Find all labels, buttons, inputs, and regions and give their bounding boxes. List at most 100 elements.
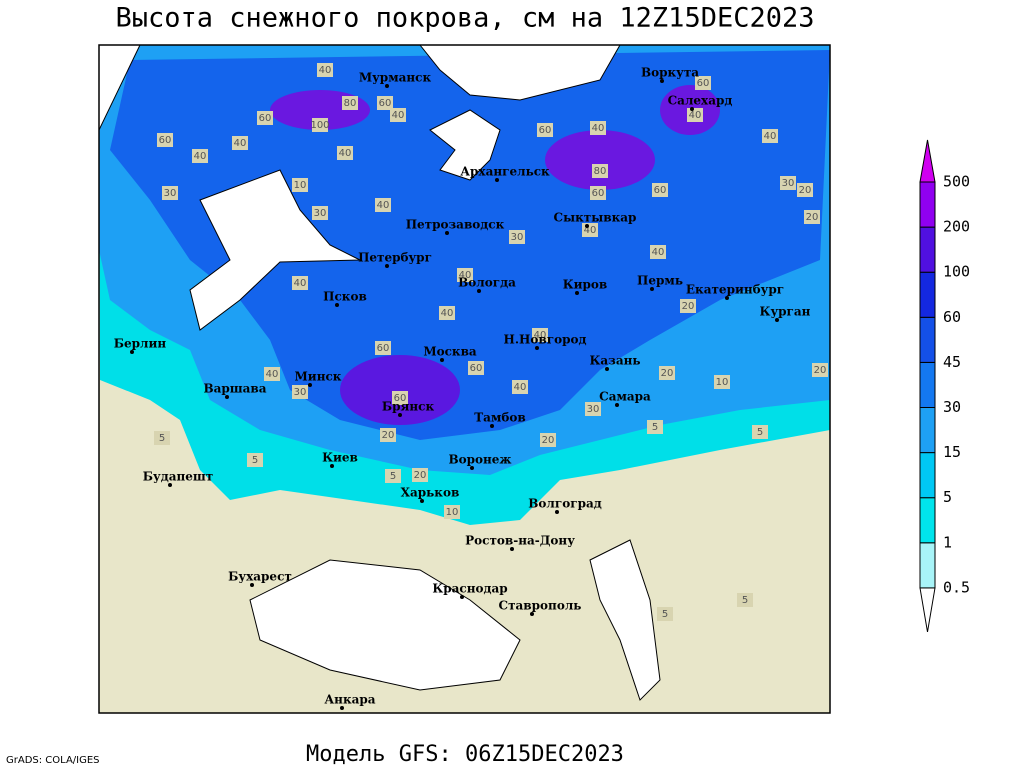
- contour-label-bg: [192, 149, 208, 163]
- contour-label: 30: [511, 232, 524, 243]
- contour-label-bg: [652, 183, 668, 197]
- contour-label: 80: [594, 166, 607, 177]
- contour-label: 40: [592, 123, 605, 134]
- contour-label: 10: [716, 377, 729, 388]
- city-label: Москва: [423, 345, 477, 359]
- city-label: Воронеж: [448, 453, 511, 467]
- contour-label: 40: [764, 131, 777, 142]
- contour-label: 20: [382, 430, 395, 441]
- contour-label: 30: [314, 208, 327, 219]
- contour-label-bg: [162, 186, 178, 200]
- contour-label-bg: [804, 210, 820, 224]
- contour-label-bg: [317, 63, 333, 77]
- city-dot: [510, 547, 514, 551]
- city-dot: [445, 231, 449, 235]
- colorbar-label: 15: [943, 443, 961, 461]
- contour-label-bg: [532, 328, 548, 342]
- contour-label: 80: [344, 98, 357, 109]
- credit: GrADS: COLA/IGES: [6, 755, 100, 766]
- seas: [98, 44, 661, 701]
- city-label: Будапешт: [143, 470, 213, 484]
- city-label: Ставрополь: [499, 599, 582, 613]
- city-dot: [775, 318, 779, 322]
- contour-label-bg: [797, 183, 813, 197]
- contour-label-bg: [412, 468, 428, 482]
- contour-label: 20: [661, 368, 674, 379]
- contour-label: 20: [542, 435, 555, 446]
- contour-label: 40: [234, 138, 247, 149]
- city-dot: [477, 289, 481, 293]
- contour-label-bg: [695, 76, 711, 90]
- map-frame: [98, 44, 831, 714]
- black-sea: [249, 559, 521, 691]
- contour-label: 60: [592, 188, 605, 199]
- contour-label-bg: [264, 367, 280, 381]
- colorbar-segment: [919, 271, 936, 318]
- contour-label-bg: [737, 593, 753, 607]
- snow-max: [340, 355, 460, 425]
- city-dot: [440, 358, 444, 362]
- contour-label-bg: [509, 230, 525, 244]
- colorbar-label: 5: [943, 488, 952, 506]
- city-label: Краснодар: [432, 582, 507, 596]
- contour-label: 30: [587, 404, 600, 415]
- city-label: Н.Новгород: [504, 333, 587, 347]
- contour-label: 40: [514, 382, 527, 393]
- city-dot: [495, 178, 499, 182]
- city-dot: [650, 287, 654, 291]
- snow-max: [545, 130, 655, 190]
- baltic-sea: [189, 169, 361, 331]
- city-dot: [460, 595, 464, 599]
- city-dot: [555, 510, 559, 514]
- contour-label-bg: [687, 108, 703, 122]
- city-label: Сыктывкар: [554, 211, 637, 225]
- colorbar-label: 500: [943, 173, 970, 191]
- city-label: Ростов-на-Дону: [465, 534, 575, 548]
- contour-label-bg: [680, 299, 696, 313]
- city-dot: [335, 303, 339, 307]
- contour-label-bg: [342, 96, 358, 110]
- contour-label: 5: [757, 427, 763, 438]
- contour-label: 20: [799, 185, 812, 196]
- city-dot: [308, 383, 312, 387]
- city-dot: [615, 403, 619, 407]
- contour-label-bg: [592, 164, 608, 178]
- contour-label: 60: [259, 113, 272, 124]
- contour-label-bg: [292, 178, 308, 192]
- city-label: Варшава: [203, 382, 266, 396]
- city-label: Екатеринбург: [686, 283, 784, 297]
- contour-label: 60: [470, 363, 483, 374]
- contour-label-bg: [714, 375, 730, 389]
- contour-label: 5: [652, 422, 658, 433]
- contour-label: 20: [806, 212, 819, 223]
- contour-label-bg: [590, 121, 606, 135]
- contour-label: 40: [377, 200, 390, 211]
- city-dot: [690, 107, 694, 111]
- city-dot: [535, 346, 539, 350]
- contour-label: 5: [742, 595, 748, 606]
- city-label: Бухарест: [228, 570, 292, 584]
- city-label: Брянск: [382, 400, 435, 414]
- contour-label-bg: [457, 268, 473, 282]
- city-dot: [225, 395, 229, 399]
- colorbar-segment: [919, 361, 936, 408]
- contour-label-bg: [590, 186, 606, 200]
- colorbar-label: 45: [943, 353, 961, 371]
- city-label: Архангельск: [460, 165, 550, 179]
- contour-label: 40: [534, 330, 547, 341]
- colorbar-segment: [919, 497, 936, 544]
- contour-label: 20: [414, 470, 427, 481]
- caspian-sea: [589, 539, 661, 701]
- contour-label: 60: [654, 185, 667, 196]
- contour-label-bg: [439, 306, 455, 320]
- colorbar-label: 100: [943, 263, 970, 281]
- contour-label-bg: [292, 385, 308, 399]
- city-label: Курган: [760, 305, 811, 319]
- contour-label: 5: [252, 455, 258, 466]
- city-dot: [575, 291, 579, 295]
- contour-label-bg: [762, 129, 778, 143]
- contour-label: 20: [814, 365, 827, 376]
- colorbar-label: 0.5: [943, 578, 970, 596]
- contour-label-bg: [380, 428, 396, 442]
